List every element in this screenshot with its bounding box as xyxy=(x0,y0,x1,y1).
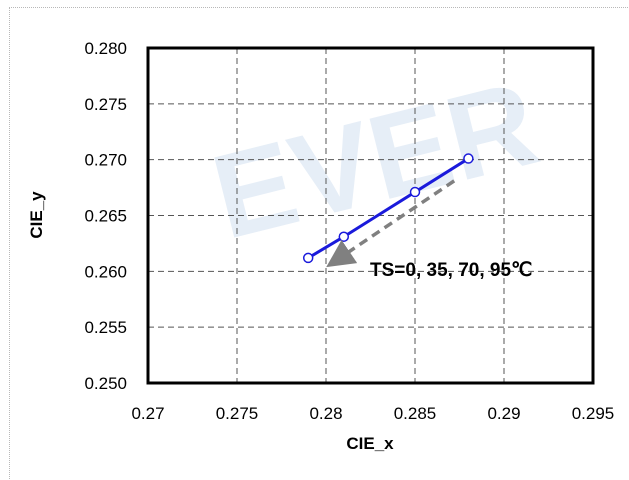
y-tick-label: 0.260 xyxy=(84,262,127,281)
y-axis-title: CIE_y xyxy=(27,191,46,239)
x-tick-label: 0.28 xyxy=(309,404,342,423)
y-tick-label: 0.280 xyxy=(84,39,127,58)
data-point xyxy=(463,153,474,164)
annotation-label: TS=0, 35, 70, 95℃ xyxy=(370,260,532,281)
y-tick-label: 0.265 xyxy=(84,207,127,226)
y-tick-label: 0.275 xyxy=(84,95,127,114)
series-line xyxy=(307,157,470,260)
data-point xyxy=(302,252,314,264)
plot-area xyxy=(146,46,595,385)
x-tick-label: 0.29 xyxy=(487,404,520,423)
x-tick-label: 0.285 xyxy=(394,404,437,423)
x-ticks: 0.27 0.275 0.28 0.285 0.29 0.295 xyxy=(131,404,614,423)
grid xyxy=(148,48,593,383)
data-point xyxy=(338,231,350,242)
data-point xyxy=(409,186,421,198)
x-tick-label: 0.27 xyxy=(131,404,164,423)
chart-frame xyxy=(9,7,628,479)
x-axis-title: CIE_x xyxy=(346,434,394,453)
y-ticks: 0.250 0.255 0.260 0.265 0.270 0.275 0.280 xyxy=(84,39,127,393)
y-tick-label: 0.255 xyxy=(84,318,127,337)
x-tick-label: 0.295 xyxy=(572,404,615,423)
x-tick-label: 0.275 xyxy=(216,404,259,423)
y-tick-label: 0.250 xyxy=(84,374,127,393)
annotation-arrow xyxy=(326,179,456,268)
series-layer xyxy=(302,153,474,264)
y-tick-label: 0.270 xyxy=(84,151,127,170)
